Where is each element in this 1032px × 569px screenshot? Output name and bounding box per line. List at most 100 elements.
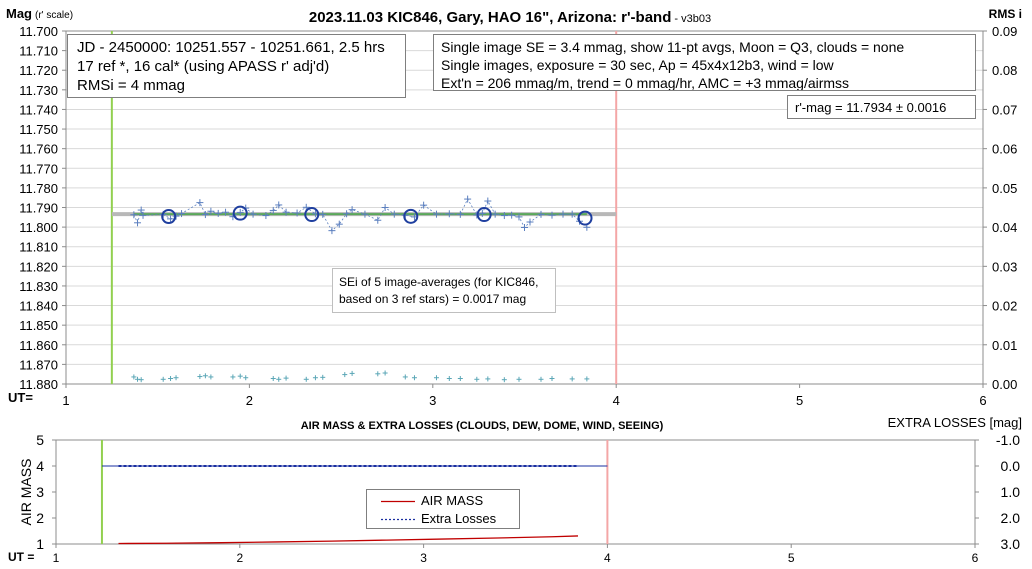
top-y-tick-label: 11.740 — [19, 102, 58, 117]
top-data-point — [167, 215, 175, 223]
top-y-tick-label: 11.710 — [19, 44, 58, 59]
bottom-y2-tick-label: -1.0 — [996, 432, 1020, 448]
top-data-point — [222, 208, 230, 216]
top-rms-point — [382, 370, 388, 376]
top-data-point — [420, 201, 428, 209]
top-rms-point — [208, 374, 214, 380]
top-data-point — [201, 211, 209, 219]
sei-box: SEi of 5 image-averages (for KIC846, bas… — [332, 268, 556, 313]
top-data-point — [432, 210, 440, 218]
top-rms-point — [320, 374, 326, 380]
top-data-point — [500, 212, 508, 220]
top-data-point — [134, 219, 142, 227]
top-y-tick-label: 11.780 — [19, 181, 58, 196]
top-data-point — [275, 201, 283, 209]
top-data-point — [361, 210, 369, 218]
top-rms-point — [433, 375, 439, 381]
top-y-tick-label: 11.860 — [19, 338, 58, 353]
top-y-tick-label: 11.720 — [19, 63, 58, 78]
bottom-y-tick-label: 4 — [36, 458, 44, 474]
top-rms-point — [230, 374, 236, 380]
top-y-axis-label-main: Mag — [6, 6, 32, 21]
top-data-point — [328, 227, 336, 235]
top-y-axis-label-unit: (r' scale) — [35, 10, 73, 21]
top-y-tick-label: 11.870 — [19, 357, 58, 372]
legend-label-extra-losses: Extra Losses — [421, 511, 497, 526]
top-data-point — [269, 206, 277, 214]
top-y-tick-label: 11.730 — [19, 83, 58, 98]
top-y-tick-label: 11.790 — [19, 201, 58, 216]
bottom-x-tick-label: 4 — [604, 551, 611, 565]
top-x-tick-label: 2 — [246, 393, 253, 408]
top-data-point — [293, 209, 301, 217]
bottom-air-mass-line — [118, 535, 579, 545]
top-rms-point — [474, 376, 480, 382]
top-rms-point — [402, 374, 408, 380]
top-average-point — [304, 207, 320, 223]
top-rms-point — [411, 375, 417, 381]
top-data-point — [343, 210, 351, 218]
top-data-point — [249, 210, 257, 218]
chart-title-version: - v3b03 — [671, 13, 711, 25]
top-average-point — [232, 205, 248, 221]
top-data-point — [526, 218, 534, 226]
top-rms-point — [168, 376, 174, 382]
top-rms-point — [342, 372, 348, 378]
top-data-point — [508, 211, 516, 219]
top-rms-point — [569, 376, 575, 382]
bottom-x-tick-label: 6 — [972, 551, 979, 565]
bottom-y-tick-label: 5 — [36, 432, 44, 448]
sei-line-1: SEi of 5 image-averages (for KIC846, — [339, 275, 539, 289]
top-data-point — [262, 212, 270, 220]
top-rms-point — [457, 376, 463, 382]
top-data-point — [319, 210, 327, 218]
top-y2-tick-label: 0.08 — [992, 63, 1017, 78]
top-y2-tick-label: 0.02 — [992, 299, 1017, 314]
top-data-point — [214, 209, 222, 217]
bottom-y2-tick-label: 2.0 — [1001, 510, 1021, 526]
bottom-plot: 1 2 3 4 5 -1.0 0.0 1.0 2.0 3.0 1 2 3 4 5 6 — [36, 432, 1020, 565]
bottom-y-tick-label: 1 — [36, 536, 44, 552]
bottom-y-tick-label: 2 — [36, 510, 44, 526]
top-rms-point — [243, 375, 249, 381]
rmsi-text: RMSi = 4 mmag — [77, 77, 185, 94]
sei-line-2: based on 3 ref stars) = 0.0017 mag — [339, 292, 527, 306]
bottom-x-tick-label: 2 — [236, 551, 243, 565]
top-y-tick-label: 11.820 — [19, 259, 58, 274]
top-y2-tick-label: 0.05 — [992, 181, 1017, 196]
top-data-point — [335, 220, 343, 228]
legend-label-air-mass: AIR MASS — [421, 493, 484, 508]
bottom-chart-title: AIR MASS & EXTRA LOSSES (CLOUDS, DEW, DO… — [301, 420, 664, 432]
bottom-legend: AIR MASS Extra Losses — [366, 489, 520, 529]
top-rms-point — [138, 377, 144, 383]
top-data-point — [196, 199, 204, 207]
top-rms-point — [501, 377, 507, 383]
r-mag-box: r'-mag = 11.7934 ± 0.0016 — [787, 95, 976, 119]
top-data-point — [548, 211, 556, 219]
top-y-tick-label: 11.750 — [19, 122, 58, 137]
top-y2-tick-label: 0.01 — [992, 338, 1017, 353]
top-rms-point — [516, 376, 522, 382]
top-x-tick-label: 5 — [796, 393, 803, 408]
legend-swatch-air-mass — [381, 500, 415, 503]
top-data-point — [348, 206, 356, 214]
top-average-point — [161, 209, 177, 225]
legend-item-extra-losses: Extra Losses — [367, 510, 519, 528]
top-data-point — [282, 208, 290, 216]
top-rms-point — [160, 376, 166, 382]
top-x-tick-label: 3 — [429, 393, 436, 408]
top-rms-point — [446, 376, 452, 382]
bottom-y2-tick-label: 1.0 — [1001, 484, 1021, 500]
legend-swatch-extra-losses — [381, 518, 415, 521]
top-y-tick-label: 11.850 — [19, 318, 58, 333]
top-data-point — [374, 216, 382, 224]
top-rms-point — [584, 376, 590, 382]
top-average-point — [577, 210, 593, 226]
bottom-x-tick-label: 1 — [53, 551, 60, 565]
top-data-point — [381, 204, 389, 211]
top-y-tick-label: 11.700 — [19, 24, 58, 39]
bottom-x-tick-label: 3 — [420, 551, 427, 565]
top-rms-point — [349, 370, 355, 376]
top-data-point — [491, 210, 499, 218]
bottom-y2-tick-label: 0.0 — [1001, 458, 1021, 474]
